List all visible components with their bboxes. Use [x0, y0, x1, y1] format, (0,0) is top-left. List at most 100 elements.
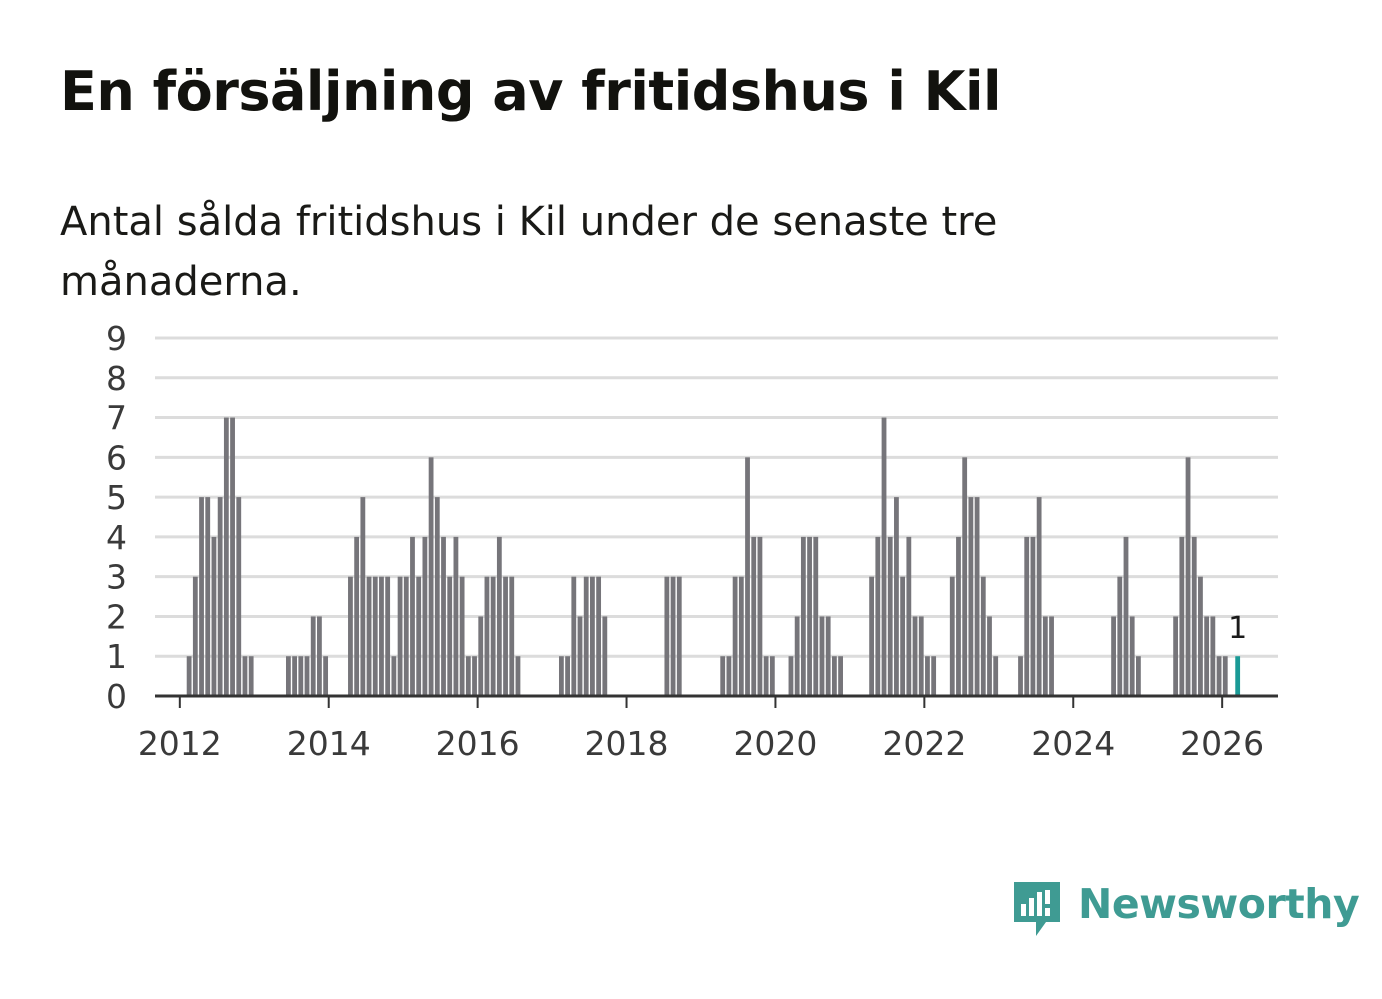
bar	[931, 656, 937, 696]
bar	[1198, 576, 1203, 696]
bar	[236, 497, 242, 696]
bar	[317, 616, 322, 696]
bar	[348, 576, 353, 696]
y-tick-label: 8	[106, 359, 127, 398]
bar	[230, 417, 235, 696]
bar	[968, 497, 974, 696]
bar	[490, 576, 496, 696]
bar	[248, 656, 254, 696]
bar	[894, 497, 899, 696]
x-tick-label: 2020	[733, 724, 817, 763]
bar	[1179, 536, 1185, 696]
y-tick-label: 5	[106, 478, 127, 517]
bar	[298, 656, 304, 696]
y-tick-label: 4	[106, 518, 127, 557]
bar	[993, 656, 999, 696]
bar	[391, 656, 397, 696]
bar	[875, 536, 881, 696]
bar	[428, 457, 434, 696]
bar	[397, 576, 403, 696]
bar	[794, 616, 800, 696]
bar	[515, 656, 521, 696]
brand-name: Newsworthy	[1078, 880, 1360, 928]
newsworthy-brand: Newsworthy	[1010, 878, 1360, 942]
bar	[590, 576, 595, 696]
bar-series	[186, 417, 1241, 696]
bar	[1135, 656, 1141, 696]
bar	[664, 576, 670, 696]
bar	[472, 656, 477, 696]
bar	[757, 536, 763, 696]
bar	[565, 656, 570, 696]
bar	[1185, 457, 1191, 696]
bar	[410, 536, 415, 696]
bar	[918, 616, 924, 696]
bar	[558, 656, 564, 696]
bar	[831, 656, 837, 696]
bar	[416, 576, 422, 696]
bar	[726, 656, 732, 696]
bar	[763, 656, 769, 696]
bar	[596, 576, 602, 696]
bar	[974, 497, 980, 696]
bar	[1204, 616, 1210, 696]
bar	[788, 656, 794, 696]
bar	[242, 656, 248, 696]
x-tick-label: 2016	[436, 724, 520, 763]
bar	[372, 576, 378, 696]
bar	[192, 576, 198, 696]
bar	[670, 576, 676, 696]
bar	[223, 417, 229, 696]
bar	[1030, 536, 1036, 696]
newsworthy-logo-icon	[1014, 882, 1060, 936]
y-tick-label: 6	[106, 438, 127, 477]
bar	[323, 656, 329, 696]
bar	[310, 616, 316, 696]
bar	[720, 656, 726, 696]
bar	[1018, 656, 1023, 696]
bar	[496, 536, 502, 696]
bar	[745, 457, 750, 696]
x-tick-label: 2022	[882, 724, 966, 763]
x-tick-label: 2026	[1180, 724, 1264, 763]
bar	[292, 656, 298, 696]
bar	[199, 497, 204, 696]
bar	[751, 536, 757, 696]
y-tick-label: 9	[106, 319, 127, 358]
bar	[465, 656, 471, 696]
bar	[887, 536, 893, 696]
bar	[422, 536, 428, 696]
bar	[732, 576, 738, 696]
bar	[447, 576, 453, 696]
y-tick-label: 7	[106, 399, 127, 438]
bar	[366, 576, 372, 696]
bar	[813, 536, 819, 696]
bar	[1129, 616, 1135, 696]
x-tick-label: 2012	[138, 724, 222, 763]
bar	[571, 576, 577, 696]
grid-lines	[155, 336, 1278, 658]
bar	[1036, 497, 1042, 696]
bar	[211, 536, 217, 696]
chart-title: En försäljning av fritidshus i Kil	[60, 60, 1002, 123]
bar	[900, 576, 906, 696]
bar	[980, 576, 986, 696]
bar	[819, 616, 825, 696]
bar	[478, 616, 484, 696]
bar	[1042, 616, 1048, 696]
bar	[385, 576, 391, 696]
bar	[869, 576, 875, 696]
x-tick-label: 2018	[585, 724, 669, 763]
bar	[434, 497, 440, 696]
x-tick-label: 2014	[287, 724, 371, 763]
bar	[949, 576, 955, 696]
bar	[676, 576, 682, 696]
bar	[1216, 656, 1222, 696]
bar	[1111, 616, 1116, 696]
bar	[583, 576, 589, 696]
bar	[205, 497, 211, 696]
bar	[186, 656, 192, 696]
bar	[1210, 616, 1216, 696]
